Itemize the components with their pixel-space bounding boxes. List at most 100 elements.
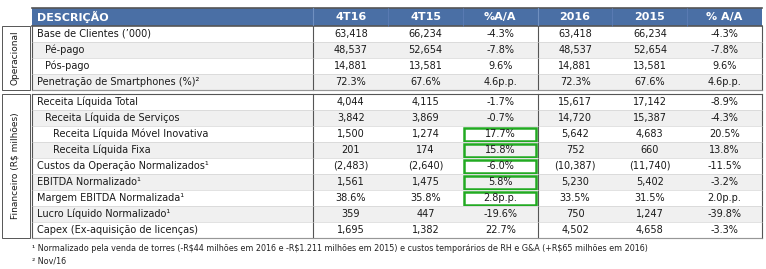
- Bar: [32, 206, 762, 222]
- Text: 63,418: 63,418: [558, 29, 592, 39]
- Text: Capex (Ex-aquisição de licenças): Capex (Ex-aquisição de licenças): [37, 225, 198, 235]
- Text: 660: 660: [640, 145, 659, 155]
- Text: 52,654: 52,654: [408, 45, 443, 55]
- Text: 66,234: 66,234: [408, 29, 443, 39]
- Text: -3.2%: -3.2%: [711, 177, 738, 187]
- Bar: [32, 158, 762, 174]
- Text: 752: 752: [566, 145, 584, 155]
- Text: Financeiro (R$ milhões): Financeiro (R$ milhões): [11, 113, 19, 219]
- Bar: [2, 94, 30, 238]
- Text: 4T16: 4T16: [336, 12, 366, 22]
- Text: 9.6%: 9.6%: [712, 61, 737, 71]
- Text: 15,387: 15,387: [633, 113, 667, 123]
- Text: -7.8%: -7.8%: [486, 45, 514, 55]
- Text: -19.6%: -19.6%: [483, 209, 517, 219]
- Text: 2015: 2015: [634, 12, 665, 22]
- Text: 17,142: 17,142: [633, 97, 667, 107]
- Bar: [32, 8, 762, 26]
- Text: %A/A: %A/A: [484, 12, 516, 22]
- Text: (11,740): (11,740): [629, 161, 670, 171]
- Text: 1,382: 1,382: [411, 225, 440, 235]
- Text: (2,483): (2,483): [333, 161, 368, 171]
- Text: -4.3%: -4.3%: [486, 29, 514, 39]
- Bar: [32, 174, 762, 190]
- Text: 14,720: 14,720: [558, 113, 592, 123]
- Text: -4.3%: -4.3%: [711, 29, 738, 39]
- Text: 13.8%: 13.8%: [709, 145, 740, 155]
- Bar: [32, 58, 762, 74]
- Text: 4.6p.p.: 4.6p.p.: [708, 77, 741, 87]
- Text: Receita Líquida Móvel Inovativa: Receita Líquida Móvel Inovativa: [53, 129, 208, 139]
- Bar: [32, 142, 762, 158]
- Text: Custos da Operação Normalizados¹: Custos da Operação Normalizados¹: [37, 161, 209, 171]
- Text: 72.3%: 72.3%: [560, 77, 591, 87]
- Text: 15.8%: 15.8%: [485, 145, 516, 155]
- Text: EBITDA Normalizado¹: EBITDA Normalizado¹: [37, 177, 141, 187]
- Text: 201: 201: [342, 145, 360, 155]
- Text: 2016: 2016: [560, 12, 591, 22]
- Text: -39.8%: -39.8%: [708, 209, 741, 219]
- Text: 3,842: 3,842: [337, 113, 365, 123]
- Bar: [32, 190, 762, 206]
- Text: 1,274: 1,274: [411, 129, 440, 139]
- Bar: [32, 74, 762, 90]
- Text: 750: 750: [566, 209, 584, 219]
- Text: 9.6%: 9.6%: [488, 61, 512, 71]
- Bar: [32, 42, 762, 58]
- Text: Receita Líquida Fixa: Receita Líquida Fixa: [53, 145, 151, 155]
- Text: 1,500: 1,500: [337, 129, 365, 139]
- Bar: [32, 126, 762, 142]
- Text: Receita Líquida Total: Receita Líquida Total: [37, 97, 138, 107]
- Text: Pós-pago: Pós-pago: [45, 61, 90, 71]
- Text: -4.3%: -4.3%: [711, 113, 738, 123]
- Text: 20.5%: 20.5%: [709, 129, 740, 139]
- Text: (2,640): (2,640): [408, 161, 444, 171]
- Text: -1.7%: -1.7%: [486, 97, 514, 107]
- Text: 66,234: 66,234: [633, 29, 666, 39]
- Text: 31.5%: 31.5%: [634, 193, 665, 203]
- Bar: [32, 26, 762, 42]
- Text: Penetração de Smartphones (%)²: Penetração de Smartphones (%)²: [37, 77, 199, 87]
- Text: 15,617: 15,617: [558, 97, 592, 107]
- Bar: [32, 222, 762, 238]
- Text: 4,658: 4,658: [636, 225, 663, 235]
- Text: 3,869: 3,869: [412, 113, 440, 123]
- Text: 22.7%: 22.7%: [485, 225, 516, 235]
- Text: 359: 359: [342, 209, 360, 219]
- Text: 2.0p.p.: 2.0p.p.: [708, 193, 741, 203]
- Text: % A/A: % A/A: [706, 12, 743, 22]
- Text: 1,695: 1,695: [337, 225, 365, 235]
- Text: -7.8%: -7.8%: [711, 45, 738, 55]
- Text: 4T15: 4T15: [410, 12, 441, 22]
- Text: 38.6%: 38.6%: [336, 193, 366, 203]
- Text: Pé-pago: Pé-pago: [45, 45, 84, 55]
- Text: 447: 447: [417, 209, 435, 219]
- Text: 5,230: 5,230: [561, 177, 589, 187]
- Text: 48,537: 48,537: [558, 45, 592, 55]
- Bar: [2, 26, 30, 90]
- Text: 4,502: 4,502: [561, 225, 589, 235]
- Text: 52,654: 52,654: [633, 45, 667, 55]
- Text: -3.3%: -3.3%: [711, 225, 738, 235]
- Text: 4,044: 4,044: [337, 97, 365, 107]
- Bar: [32, 110, 762, 126]
- Text: 2.8p.p.: 2.8p.p.: [483, 193, 517, 203]
- Text: DESCRIÇÃO: DESCRIÇÃO: [37, 11, 109, 23]
- Text: 1,247: 1,247: [636, 209, 664, 219]
- Text: Margem EBITDA Normalizada¹: Margem EBITDA Normalizada¹: [37, 193, 184, 203]
- Text: -6.0%: -6.0%: [486, 161, 514, 171]
- Text: 4.6p.p.: 4.6p.p.: [483, 77, 517, 87]
- Bar: [32, 8, 762, 26]
- Text: 67.6%: 67.6%: [411, 77, 441, 87]
- Text: (10,387): (10,387): [555, 161, 596, 171]
- Text: 1,561: 1,561: [337, 177, 365, 187]
- Text: 72.3%: 72.3%: [336, 77, 366, 87]
- Text: 48,537: 48,537: [334, 45, 368, 55]
- Text: 174: 174: [417, 145, 435, 155]
- Text: 14,881: 14,881: [558, 61, 592, 71]
- Text: -11.5%: -11.5%: [708, 161, 741, 171]
- Text: 13,581: 13,581: [408, 61, 443, 71]
- Text: 63,418: 63,418: [334, 29, 368, 39]
- Text: ¹ Normalizado pela venda de torres (-R$44 milhões em 2016 e -R$1.211 milhões em : ¹ Normalizado pela venda de torres (-R$4…: [32, 244, 648, 253]
- Text: 17.7%: 17.7%: [485, 129, 516, 139]
